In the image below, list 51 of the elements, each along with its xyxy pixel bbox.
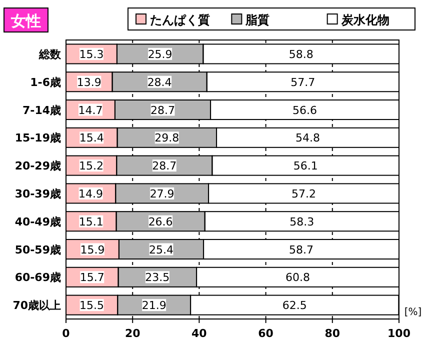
data-label: 28.7 — [152, 160, 177, 173]
data-label: 14.9 — [78, 187, 104, 200]
data-label: 13.9 — [76, 76, 102, 89]
data-label: 15.7 — [80, 271, 104, 284]
y-tick-label: 70歳以上 — [12, 299, 61, 312]
data-label: 58.8 — [288, 48, 314, 61]
y-tick-label: 40-49歳 — [14, 215, 61, 228]
data-label: 15.3 — [79, 48, 104, 61]
data-label: 14.7 — [78, 104, 103, 117]
data-label: 15.2 — [79, 160, 104, 173]
x-axis-title: [%] — [404, 307, 422, 318]
data-label: 27.9 — [150, 187, 174, 200]
y-tick-label: 1-6歳 — [30, 76, 61, 89]
data-label: 58.7 — [289, 243, 314, 256]
data-label: 60.8 — [286, 271, 310, 284]
y-tick-label: 20-29歳 — [14, 160, 61, 173]
data-label: 56.6 — [292, 104, 318, 117]
data-label: 58.3 — [290, 215, 314, 228]
data-label: 26.6 — [148, 215, 173, 228]
legend-label: たんぱく質 — [150, 13, 210, 27]
data-label: 15.4 — [79, 132, 104, 145]
data-label: 57.7 — [290, 76, 316, 89]
x-tick-label: 100 — [388, 327, 411, 340]
data-label: 15.9 — [80, 243, 105, 256]
data-label: 57.2 — [292, 187, 316, 200]
data-label: 54.8 — [296, 132, 320, 145]
data-label: 15.5 — [80, 299, 104, 312]
y-tick-label: 30-39歳 — [14, 187, 61, 200]
x-tick-label: 20 — [124, 327, 141, 340]
data-label: 29.8 — [154, 132, 180, 145]
data-label: 21.9 — [142, 299, 166, 312]
data-label: 15.1 — [78, 215, 104, 228]
data-label: 62.5 — [282, 299, 307, 312]
series-label: 炭水化物 — [340, 13, 390, 27]
x-tick-label: 40 — [192, 327, 208, 340]
data-label: 25.4 — [148, 243, 174, 256]
legend-label: 脂質 — [244, 13, 270, 27]
x-tick-label: 80 — [324, 327, 340, 340]
data-label: 28.4 — [147, 76, 172, 89]
y-tick-label: 50-59歳 — [14, 243, 61, 256]
data-label: 23.5 — [145, 271, 170, 284]
y-tick-label: 総数 — [38, 48, 62, 61]
data-label: 28.7 — [150, 104, 175, 117]
y-tick-label: 7-14歳 — [22, 104, 61, 117]
chart-title: 女性 — [10, 12, 41, 30]
y-tick-label: 60-69歳 — [14, 271, 61, 284]
x-tick-label: 0 — [62, 327, 70, 340]
data-label: 56.1 — [293, 160, 318, 173]
data-label: 25.9 — [148, 48, 172, 61]
y-tick-label: 15-19歳 — [14, 132, 61, 145]
x-tick-label: 60 — [258, 327, 274, 340]
